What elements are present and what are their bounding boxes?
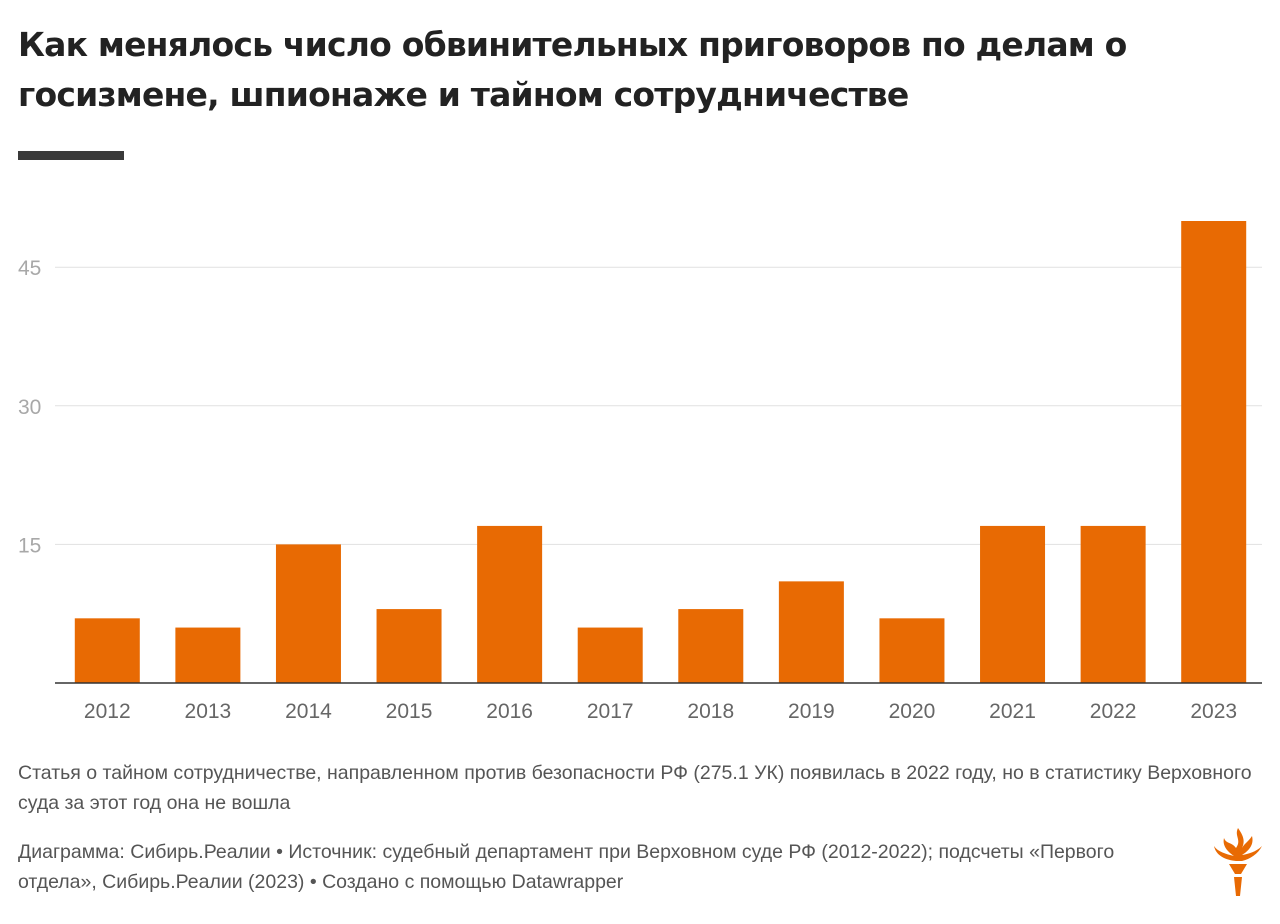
bars	[74, 221, 1247, 683]
x-tick-label-2015: 2015	[386, 700, 433, 723]
bar-chart: 15 30 45 2012 2013 2014 2015 2016 2017 2018 2019 20…	[18, 221, 1262, 723]
x-tick-label-2017: 2017	[587, 700, 634, 723]
x-tick-label-2018: 2018	[687, 700, 734, 723]
x-tick-label-2021: 2021	[989, 700, 1036, 723]
bar-2019	[778, 581, 844, 683]
x-tick-label-2019: 2019	[788, 700, 835, 723]
bar-2017	[577, 627, 643, 683]
bar-2018	[678, 609, 744, 683]
bar-2022	[1080, 525, 1146, 683]
y-tick-label-15: 15	[18, 534, 41, 557]
grid-lines	[55, 266, 1262, 545]
bar-2023	[1181, 221, 1247, 683]
x-tick-label-2014: 2014	[285, 700, 332, 723]
x-tick-label-2022: 2022	[1090, 700, 1137, 723]
bar-2014	[275, 544, 341, 683]
rfe-torch-logo-icon	[1214, 828, 1262, 896]
bar-2021	[980, 525, 1046, 683]
y-tick-label-30: 30	[18, 396, 41, 419]
bar-2013	[175, 627, 241, 683]
bar-2012	[74, 618, 140, 683]
title-underline	[18, 151, 124, 160]
x-tick-label-2016: 2016	[486, 700, 533, 723]
bar-2020	[879, 618, 945, 683]
chart-credits: Диаграмма: Сибирь.Реалии • Источник: суд…	[18, 841, 1115, 893]
chart-note: Статья о тайном сотрудничестве, направле…	[18, 762, 1252, 814]
axes: 15 30 45 2012 2013 2014 2015 2016 2017 2018 2019 20…	[18, 257, 1262, 723]
x-tick-label-2023: 2023	[1190, 700, 1237, 723]
y-tick-label-45: 45	[18, 257, 41, 280]
x-tick-label-2013: 2013	[185, 700, 232, 723]
chart-title: Как менялось число обвинительных пригово…	[18, 25, 1127, 114]
bar-2015	[376, 609, 442, 683]
x-tick-label-2020: 2020	[889, 700, 936, 723]
x-tick-label-2012: 2012	[84, 700, 131, 723]
bar-2016	[477, 525, 543, 683]
